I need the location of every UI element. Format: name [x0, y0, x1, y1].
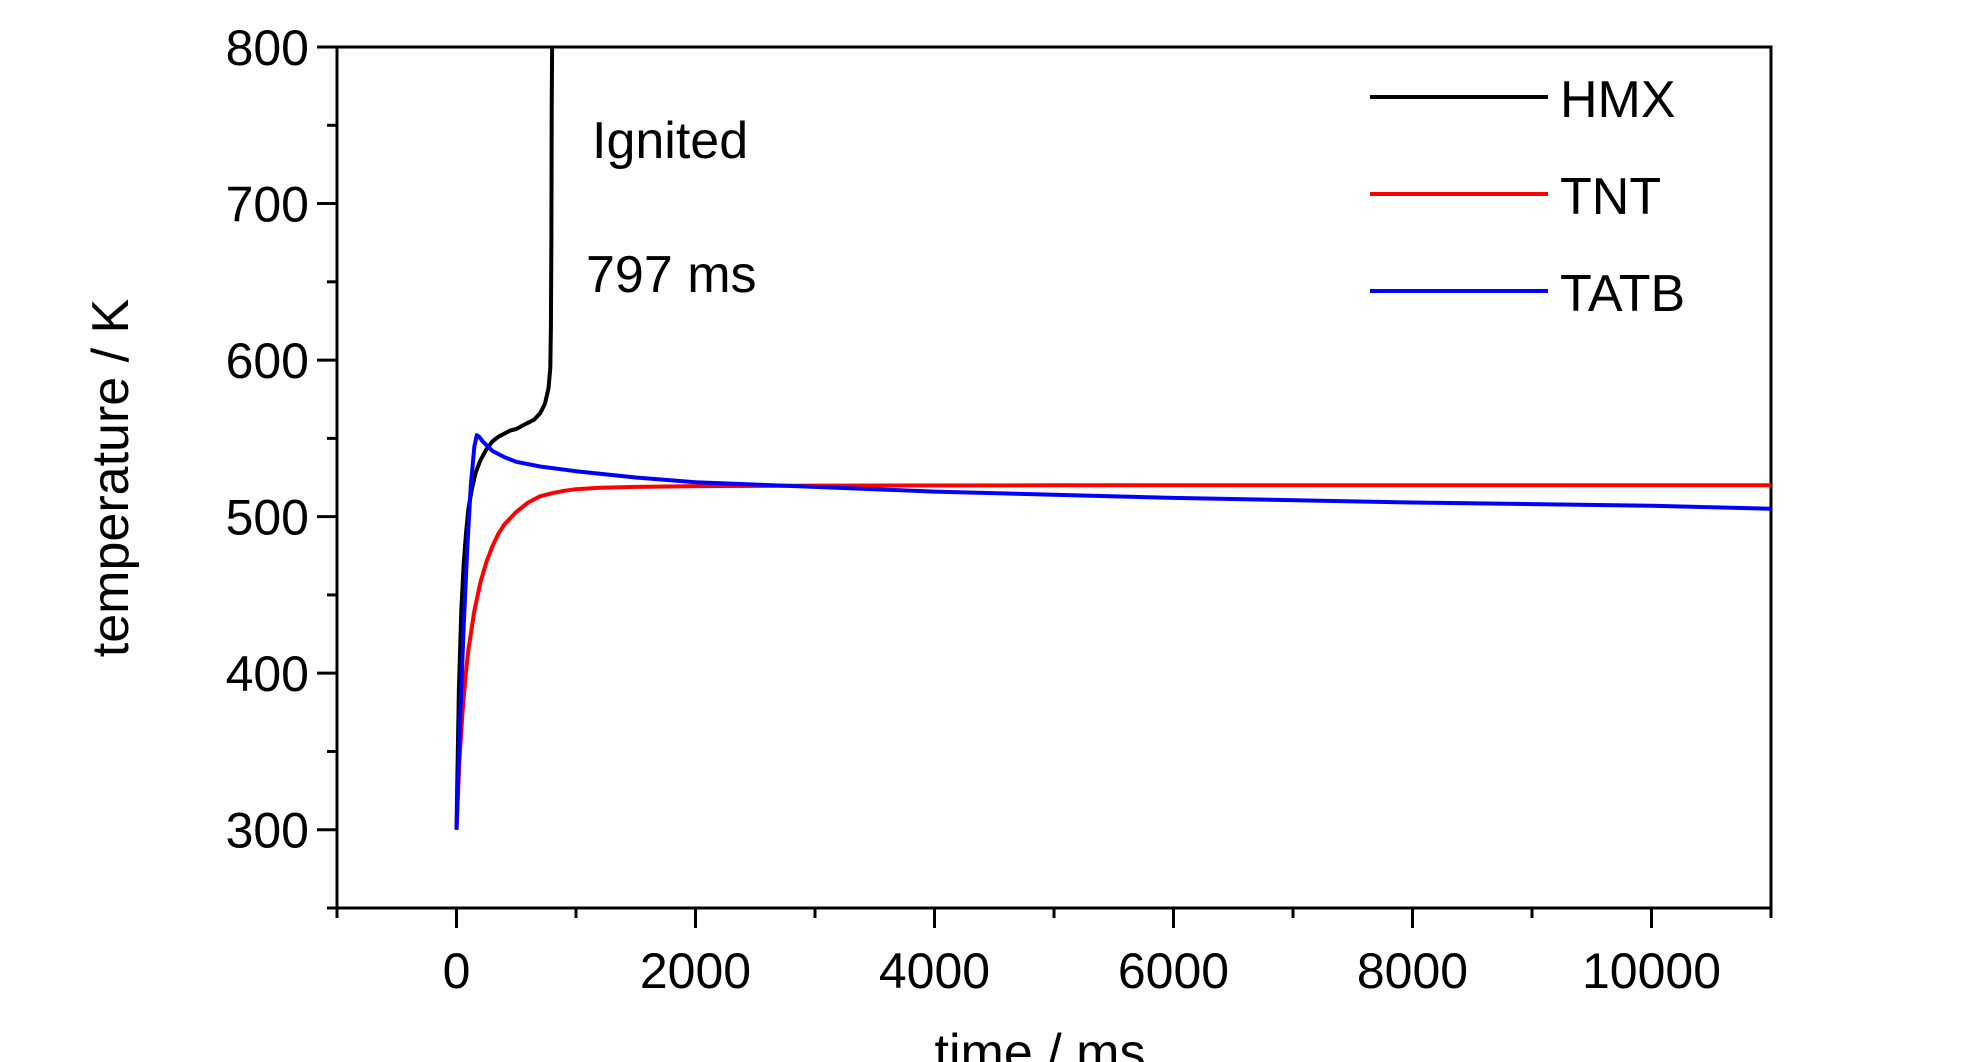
y-tick-label-400: 400 — [226, 646, 309, 702]
x-tick-label-4000: 4000 — [879, 943, 990, 999]
annotation-ignition-time: 797 ms — [586, 246, 757, 304]
legend: HMX TNT TATB — [1370, 71, 1685, 323]
x-tick-label-2000: 2000 — [640, 943, 751, 999]
series-line-tatb — [454, 433, 1771, 830]
x-axis: 0 2000 4000 6000 8000 10000 — [335, 908, 1773, 999]
x-tick-label-0: 0 — [443, 943, 471, 999]
x-tick-label-10000: 10000 — [1582, 943, 1721, 999]
x-axis-title: time / ms — [935, 1024, 1146, 1062]
y-axis-title: temperature / K — [82, 298, 140, 657]
y-tick-label-300: 300 — [226, 803, 309, 859]
annotation-ignited: Ignited — [592, 112, 748, 170]
x-tick-label-8000: 8000 — [1357, 943, 1468, 999]
x-tick-label-6000: 6000 — [1118, 943, 1229, 999]
series-layer — [454, 47, 1771, 830]
y-tick-label-600: 600 — [226, 333, 309, 389]
y-axis: 300 400 500 600 700 800 — [226, 20, 337, 910]
legend-label-tatb: TATB — [1560, 265, 1685, 323]
series-line-tnt — [454, 483, 1771, 830]
y-tick-label-700: 700 — [226, 177, 309, 233]
legend-label-tnt: TNT — [1560, 168, 1661, 226]
y-tick-label-800: 800 — [226, 20, 309, 76]
series-line-hmx — [454, 47, 555, 830]
y-tick-label-500: 500 — [226, 490, 309, 546]
legend-label-hmx: HMX — [1560, 71, 1676, 129]
